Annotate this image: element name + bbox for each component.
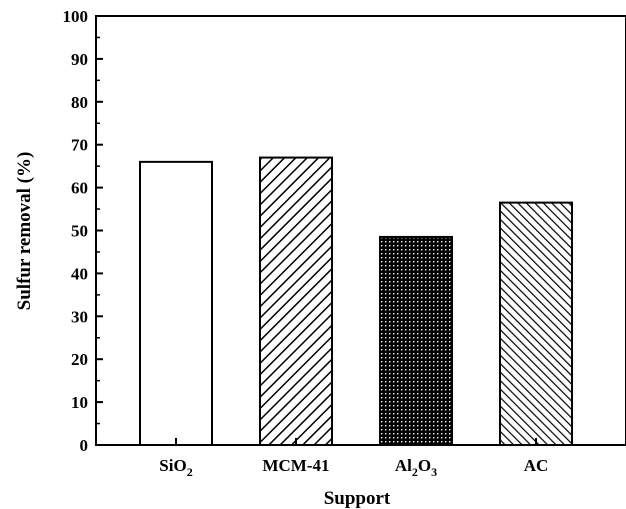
y-axis-label: Sulfur removal (%) [14,152,35,311]
x-axis-label: Support [324,488,391,509]
y-tick-label: 30 [71,307,88,326]
y-axis-ticks: 0 10 20 30 40 50 60 70 80 90 100 [63,7,103,455]
bar [139,160,213,447]
x-tick-label: MCM-41 [262,456,329,475]
x-tick-label: AC [524,456,549,475]
y-tick-label: 40 [71,264,88,283]
y-tick-label: 70 [71,136,88,155]
bar [259,156,333,446]
y-tick-label: 80 [71,93,88,112]
plot-frame [95,15,626,446]
x-axis-ticks: SiO2 MCM-41 Al2O3 AC [159,438,548,479]
y-tick-label: 50 [71,222,88,241]
bar [499,201,573,446]
y-tick-label: 20 [71,350,88,369]
y-tick-label: 10 [71,393,88,412]
y-tick-label: 60 [71,179,88,198]
y-tick-label: 90 [71,50,88,69]
bars [139,156,573,447]
x-tick-label: SiO2 [159,456,192,479]
x-tick-label: Al2O3 [395,456,437,479]
y-tick-label: 0 [80,436,89,455]
y-tick-label: 100 [63,7,89,26]
bar [379,235,453,446]
